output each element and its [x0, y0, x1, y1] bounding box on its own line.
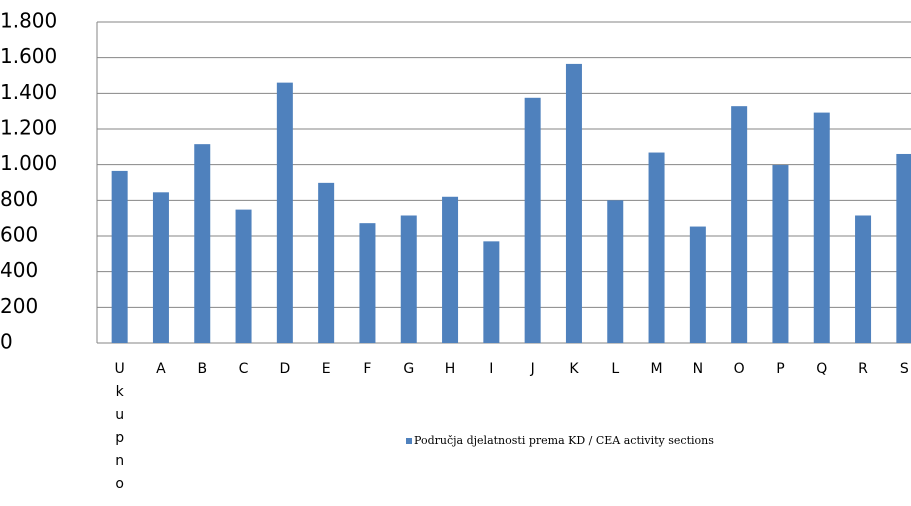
x-tick-label: D [279, 361, 290, 377]
bar [772, 165, 789, 343]
x-tick-label: L [611, 361, 619, 377]
legend-label: Područja djelatnosti prema KD / CEA acti… [414, 434, 714, 447]
y-tick-label: 1.000 [0, 151, 57, 175]
x-tick-label: S [900, 361, 909, 377]
x-tick-label: F [363, 361, 371, 377]
x-tick-label: K [569, 361, 579, 377]
bar [689, 226, 706, 343]
x-tick-label: E [322, 361, 331, 377]
x-tick-label: A [156, 361, 166, 377]
y-tick-label: 400 [0, 258, 38, 282]
bar [483, 241, 500, 343]
y-tick-label: 200 [0, 294, 38, 318]
bar [896, 153, 911, 343]
x-tick-label: I [489, 361, 493, 377]
x-tick-label: Ukupno [112, 361, 128, 499]
x-tick-label: H [445, 361, 456, 377]
y-tick-label: 1.600 [0, 44, 57, 68]
y-tick-label: 0 [0, 330, 13, 354]
bar [359, 223, 376, 343]
x-tick-label: R [858, 361, 868, 377]
x-tick-label: O [734, 361, 745, 377]
x-tick-label: N [693, 361, 703, 377]
bar [648, 152, 665, 343]
x-tick-label: Q [816, 361, 827, 377]
x-tick-label: P [776, 361, 784, 377]
bar [400, 215, 417, 343]
y-tick-label: 800 [0, 187, 38, 211]
x-tick-label: M [651, 361, 663, 377]
x-tick-label: B [197, 361, 207, 377]
bar [565, 63, 582, 344]
x-tick-label: C [239, 361, 249, 377]
x-tick-label: G [403, 361, 414, 377]
bar [152, 192, 169, 343]
bar [111, 170, 128, 343]
y-tick-label: 600 [0, 223, 38, 247]
bar [731, 106, 748, 343]
bar [524, 97, 541, 344]
y-tick-label: 1.800 [0, 9, 57, 33]
bar [194, 144, 211, 343]
bar [235, 209, 252, 343]
bar [276, 82, 293, 343]
bar [607, 200, 624, 343]
bar [813, 112, 830, 344]
y-tick-label: 1.400 [0, 80, 57, 104]
x-tick-label: J [530, 361, 535, 377]
bar [442, 196, 459, 343]
bar [855, 215, 872, 343]
legend-swatch [406, 438, 412, 444]
y-tick-label: 1.200 [0, 116, 57, 140]
bar [318, 182, 335, 343]
